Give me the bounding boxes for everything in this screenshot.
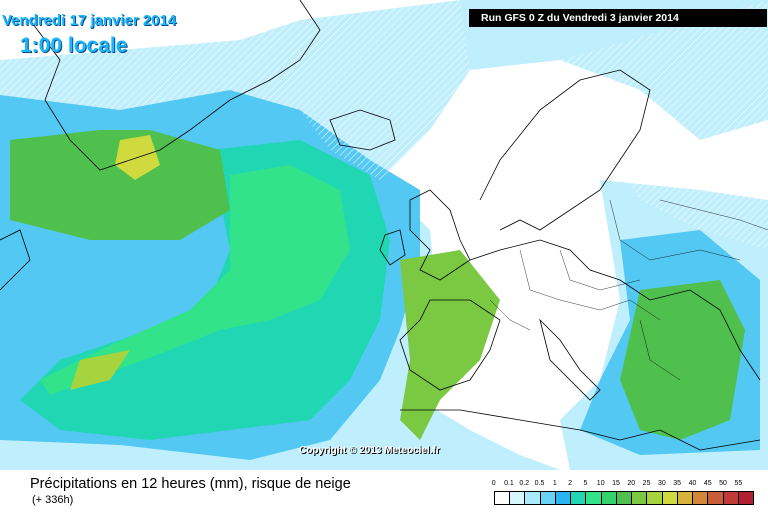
precip-area-green [40, 165, 350, 395]
precip-area-green-iberia [400, 250, 500, 440]
map-canvas [0, 0, 768, 470]
legend-label: 5 [583, 480, 588, 487]
legend-swatch [601, 492, 617, 504]
legend-label: 15 [612, 480, 620, 487]
legend-label: 20 [627, 480, 636, 487]
precip-area-green-balkans [620, 280, 745, 440]
scandinavia-coast [479, 69, 651, 231]
legend-swatch [525, 492, 541, 504]
legend-swatch [647, 492, 663, 504]
snow-risk-hatching [0, 0, 470, 180]
legend-label: 55 [734, 480, 743, 487]
greenland-coast [29, 0, 321, 171]
legend-swatch [662, 492, 678, 504]
legend-label: 1 [552, 480, 557, 487]
legend-swatch [495, 492, 511, 504]
legend-swatch [540, 492, 556, 504]
italy-coast [539, 318, 601, 401]
legend-color-scale [494, 491, 754, 505]
map-legend-title: Précipitations en 12 heures (mm), risque… [30, 476, 351, 492]
legend-swatch [677, 492, 694, 504]
british-isles-coast [409, 189, 471, 281]
forecast-date: Vendredi 17 janvier 2014 [2, 12, 177, 29]
legend-swatch [616, 492, 633, 504]
precipitation-map: Vendredi 17 janvier 2014 1:00 locale Run… [0, 0, 768, 470]
legend-swatch [510, 492, 526, 504]
legend-label: 40 [688, 480, 697, 487]
legend-scale-labels: 0 0.1 0.2 0.5 1 2 5 10 15 20 25 30 35 40 45 50 55 [490, 480, 750, 490]
legend-swatch [555, 492, 572, 504]
legend-swatch [723, 492, 739, 504]
legend-swatch [632, 492, 648, 504]
europe-mainland-coast [469, 239, 761, 381]
canada-coast [0, 229, 31, 291]
coastlines [0, 0, 761, 451]
model-run-banner: Run GFS 0 Z du Vendredi 3 janvier 2014 [469, 9, 767, 27]
legend-swatch [586, 492, 602, 504]
legend-label: 0 [491, 480, 496, 487]
legend-label: 50 [719, 480, 727, 487]
precip-area-yellow [70, 350, 130, 390]
legend-label: 2 [568, 480, 573, 487]
copyright-notice: Copyright © 2013 Meteociel.fr [299, 445, 440, 456]
legend-swatch [571, 492, 587, 504]
iberia-coast [399, 299, 501, 391]
north-africa-coast [400, 409, 761, 451]
legend-swatch [708, 492, 724, 504]
legend-label: 0.2 [519, 480, 530, 487]
iceland-coast [329, 109, 396, 151]
ireland-coast [379, 229, 406, 266]
legend-label: 25 [642, 480, 651, 487]
forecast-offset: (+ 336h) [32, 494, 74, 506]
precip-area-green-greenland [10, 130, 230, 240]
legend-swatch [738, 492, 753, 504]
forecast-time: 1:00 locale [20, 34, 128, 57]
legend-swatch [693, 492, 709, 504]
legend-label: 45 [703, 480, 712, 487]
legend-label: 30 [657, 480, 666, 487]
country-borders [489, 199, 768, 381]
snow-risk-hatching-east [560, 0, 768, 250]
legend-label: 0.1 [504, 480, 514, 487]
legend-label: 10 [596, 480, 605, 487]
legend-label: 35 [673, 480, 682, 487]
legend-label: 0.5 [534, 480, 545, 487]
